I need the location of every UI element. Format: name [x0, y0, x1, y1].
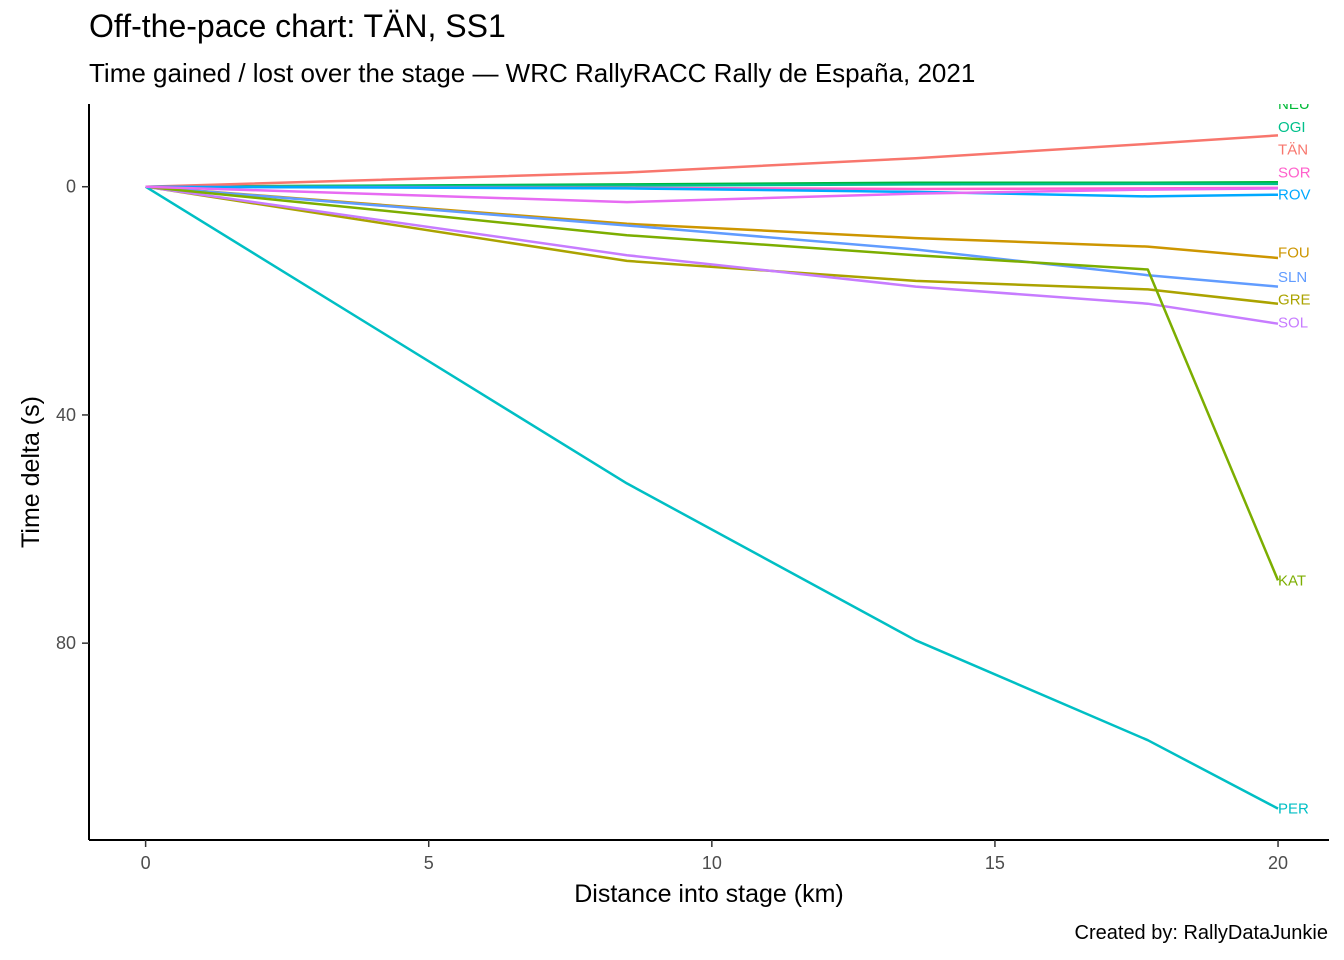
end-label-sor: SOR: [1278, 164, 1311, 181]
end-label-rov: ROV: [1278, 187, 1311, 204]
series-line-sln: [145, 185, 1279, 288]
series-line-gre: [145, 185, 1279, 305]
end-label-ogi: OGI: [1278, 119, 1306, 136]
chart-caption: Created by: RallyDataJunkie: [1074, 922, 1328, 944]
y-tick-label: 0: [66, 177, 76, 197]
end-label-tän: TÄN: [1278, 142, 1308, 159]
end-label-neu: NEU: [1278, 96, 1310, 113]
x-tick-label: 5: [424, 853, 434, 873]
end-label-kat: KAT: [1278, 572, 1306, 589]
end-label-sol: SOL: [1278, 315, 1308, 332]
series-line-fou: [145, 185, 1279, 260]
y-tick-label: 40: [56, 405, 76, 425]
y-axis-title: Time delta (s): [17, 396, 45, 548]
end-label-gre: GRE: [1278, 292, 1311, 309]
series-line-per: [144, 185, 1279, 810]
y-tick-label: 80: [56, 633, 76, 653]
chart-title: Off-the-pace chart: TÄN, SS1: [89, 8, 506, 44]
end-label-fou: FOU: [1278, 244, 1310, 261]
x-axis-title: Distance into stage (km): [574, 880, 844, 908]
end-label-per: PER: [1278, 801, 1309, 818]
x-tick-label: 20: [1268, 853, 1288, 873]
x-tick-label: 15: [985, 853, 1005, 873]
chart-subtitle: Time gained / lost over the stage — WRC …: [89, 58, 976, 88]
y-axis-ticks: 0 40 80: [56, 177, 89, 653]
end-label-layer: NEU OGI TÄN SOR ROV FOU SLN GRE SOL KAT PER: [1278, 96, 1311, 818]
x-tick-label: 10: [702, 853, 722, 873]
x-tick-label: 0: [141, 853, 151, 873]
series-layer: [144, 134, 1280, 810]
series-line-sol: [145, 185, 1279, 325]
series-line-tän: [145, 134, 1279, 188]
end-label-sln: SLN: [1278, 269, 1307, 286]
series-line-kat: [145, 185, 1280, 581]
x-axis-ticks: 0 5 10 15 20: [141, 840, 1288, 873]
series-line: [145, 185, 1279, 204]
series-line-rov: [145, 185, 1279, 198]
series-line-ogi: [145, 182, 1278, 188]
